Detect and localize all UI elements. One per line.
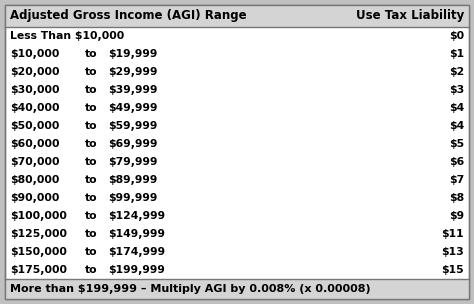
Text: $29,999: $29,999: [108, 67, 157, 77]
Text: $174,999: $174,999: [108, 247, 165, 257]
Text: $70,000: $70,000: [10, 157, 60, 167]
Text: $99,999: $99,999: [108, 193, 157, 203]
Bar: [5, 279, 469, 299]
Text: $80,000: $80,000: [10, 175, 59, 185]
Text: $100,000: $100,000: [10, 211, 67, 221]
Text: $6: $6: [449, 157, 464, 167]
Text: $4: $4: [449, 103, 464, 113]
Text: $69,999: $69,999: [108, 139, 157, 149]
Text: $19,999: $19,999: [108, 49, 157, 59]
Text: $149,999: $149,999: [108, 229, 165, 239]
Text: $10,000: $10,000: [10, 49, 59, 59]
Text: to: to: [85, 103, 98, 113]
Text: $39,999: $39,999: [108, 85, 157, 95]
Text: $49,999: $49,999: [108, 103, 157, 113]
Text: $5: $5: [449, 139, 464, 149]
Text: $4: $4: [449, 121, 464, 131]
Text: to: to: [85, 67, 98, 77]
Text: $79,999: $79,999: [108, 157, 157, 167]
Text: $89,999: $89,999: [108, 175, 157, 185]
Text: More than $199,999 – Multiply AGI by 0.008% (x 0.00008): More than $199,999 – Multiply AGI by 0.0…: [10, 284, 371, 294]
Text: $11: $11: [441, 229, 464, 239]
Text: $9: $9: [449, 211, 464, 221]
Text: $90,000: $90,000: [10, 193, 59, 203]
Bar: [5, 5, 469, 27]
Text: $60,000: $60,000: [10, 139, 60, 149]
Text: $7: $7: [449, 175, 464, 185]
Text: $150,000: $150,000: [10, 247, 67, 257]
Text: Adjusted Gross Income (AGI) Range: Adjusted Gross Income (AGI) Range: [10, 9, 246, 22]
Text: Less Than $10,000: Less Than $10,000: [10, 31, 124, 41]
Text: to: to: [85, 49, 98, 59]
Text: to: to: [85, 247, 98, 257]
Text: to: to: [85, 175, 98, 185]
Text: to: to: [85, 157, 98, 167]
Text: $30,000: $30,000: [10, 85, 60, 95]
Text: to: to: [85, 229, 98, 239]
Text: to: to: [85, 121, 98, 131]
Text: to: to: [85, 211, 98, 221]
Text: $50,000: $50,000: [10, 121, 59, 131]
Text: $13: $13: [441, 247, 464, 257]
Text: $15: $15: [441, 265, 464, 275]
Text: $125,000: $125,000: [10, 229, 67, 239]
Text: $2: $2: [449, 67, 464, 77]
Text: to: to: [85, 85, 98, 95]
Text: to: to: [85, 193, 98, 203]
Text: $8: $8: [449, 193, 464, 203]
Text: $59,999: $59,999: [108, 121, 157, 131]
Text: $20,000: $20,000: [10, 67, 60, 77]
Text: $124,999: $124,999: [108, 211, 165, 221]
Text: $3: $3: [449, 85, 464, 95]
Text: to: to: [85, 139, 98, 149]
Text: $199,999: $199,999: [108, 265, 165, 275]
Text: $40,000: $40,000: [10, 103, 60, 113]
Text: to: to: [85, 265, 98, 275]
Text: $1: $1: [449, 49, 464, 59]
Text: $175,000: $175,000: [10, 265, 67, 275]
Text: $0: $0: [449, 31, 464, 41]
Text: Use Tax Liability: Use Tax Liability: [356, 9, 464, 22]
